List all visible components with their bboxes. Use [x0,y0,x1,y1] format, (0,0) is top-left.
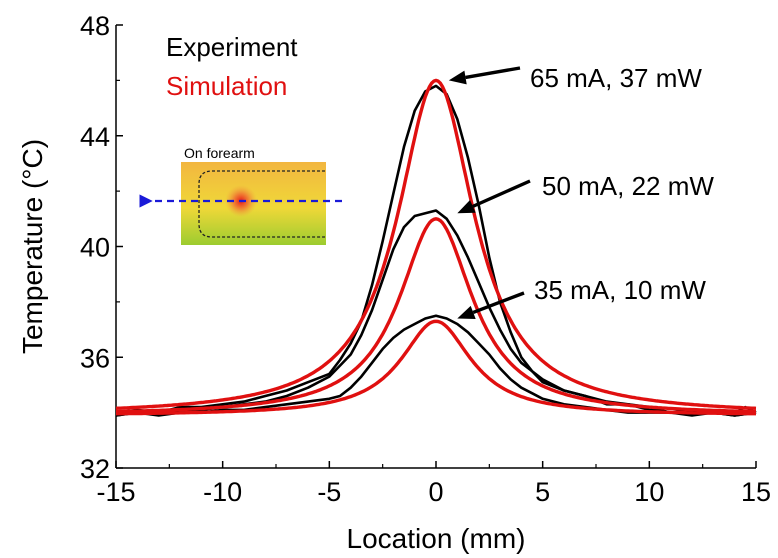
series-layer [115,78,757,417]
x-tick-label: 0 [428,477,443,507]
annotation-arrow-head [457,200,476,214]
axes: -15 -10 -5 0 5 10 15 32 36 40 44 48 Location (mm) Tem… [17,11,771,554]
y-tick-label: 40 [80,233,110,263]
x-tick-label: -10 [203,477,242,507]
legend-experiment: Experiment [166,32,298,62]
y-tick-label: 48 [80,11,110,41]
annotation-arrow-shaft [472,291,525,315]
x-tick-label: 10 [634,477,664,507]
x-axis-label: Location (mm) [347,523,526,554]
forearm-thermal-inset: On forearm [139,145,342,245]
series-line-simulation-2 [116,217,756,414]
annotation-label: 50 mA, 22 mW [542,171,714,201]
x-tick-label: 15 [741,477,771,507]
inset-title: On forearm [184,145,255,161]
legend-simulation: Simulation [166,71,287,101]
annotation-arrow-shaft [472,179,531,208]
y-axis-label: Temperature (°C) [17,139,48,354]
annotation-arrow-head [448,70,467,85]
annotations: 65 mA, 37 mW 50 mA, 22 mW 35 mA, 10 mW [448,63,714,319]
y-tick-label: 44 [80,122,110,152]
annotation-arrow-shaft [465,66,521,80]
legend: Experiment Simulation [166,32,298,101]
annotation-arrow-head [457,305,476,319]
annotation-label: 65 mA, 37 mW [530,63,702,93]
series-line-simulation-1 [115,78,757,410]
x-tick-label: -15 [96,477,135,507]
y-tick-label: 32 [80,454,110,484]
x-tick-label: 5 [535,477,550,507]
annotation-label: 35 mA, 10 mW [534,275,706,305]
series-line-simulation-3 [116,319,756,416]
y-tick-label: 36 [80,343,110,373]
x-tick-label: -5 [317,477,341,507]
series-line-experiment-1 [115,84,757,414]
